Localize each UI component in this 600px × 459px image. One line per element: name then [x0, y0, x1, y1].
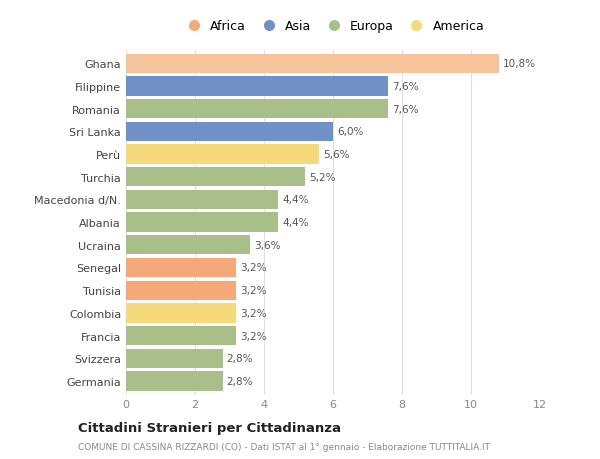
Bar: [126, 349, 223, 368]
Text: 5,6%: 5,6%: [323, 150, 350, 160]
Legend: Africa, Asia, Europa, America: Africa, Asia, Europa, America: [176, 16, 490, 39]
Bar: [126, 55, 499, 74]
Text: 2,8%: 2,8%: [227, 353, 253, 364]
Text: 3,2%: 3,2%: [241, 285, 267, 296]
Text: 3,2%: 3,2%: [241, 331, 267, 341]
Text: 7,6%: 7,6%: [392, 82, 419, 92]
Bar: [126, 281, 236, 300]
Text: 4,4%: 4,4%: [282, 195, 308, 205]
Text: 4,4%: 4,4%: [282, 218, 308, 228]
Bar: [126, 371, 223, 391]
Text: 3,2%: 3,2%: [241, 263, 267, 273]
Text: 5,2%: 5,2%: [310, 172, 336, 182]
Bar: [126, 258, 236, 278]
Bar: [126, 123, 333, 142]
Text: Cittadini Stranieri per Cittadinanza: Cittadini Stranieri per Cittadinanza: [78, 421, 341, 434]
Bar: [126, 213, 278, 232]
Bar: [126, 235, 250, 255]
Text: 2,8%: 2,8%: [227, 376, 253, 386]
Text: 3,6%: 3,6%: [254, 240, 281, 250]
Text: 6,0%: 6,0%: [337, 127, 364, 137]
Text: COMUNE DI CASSINA RIZZARDI (CO) - Dati ISTAT al 1° gennaio - Elaborazione TUTTIT: COMUNE DI CASSINA RIZZARDI (CO) - Dati I…: [78, 442, 490, 451]
Text: 10,8%: 10,8%: [503, 59, 536, 69]
Bar: [126, 190, 278, 210]
Text: 7,6%: 7,6%: [392, 104, 419, 114]
Bar: [126, 77, 388, 96]
Bar: [126, 145, 319, 164]
Bar: [126, 100, 388, 119]
Bar: [126, 168, 305, 187]
Text: 3,2%: 3,2%: [241, 308, 267, 318]
Bar: [126, 326, 236, 346]
Bar: [126, 303, 236, 323]
